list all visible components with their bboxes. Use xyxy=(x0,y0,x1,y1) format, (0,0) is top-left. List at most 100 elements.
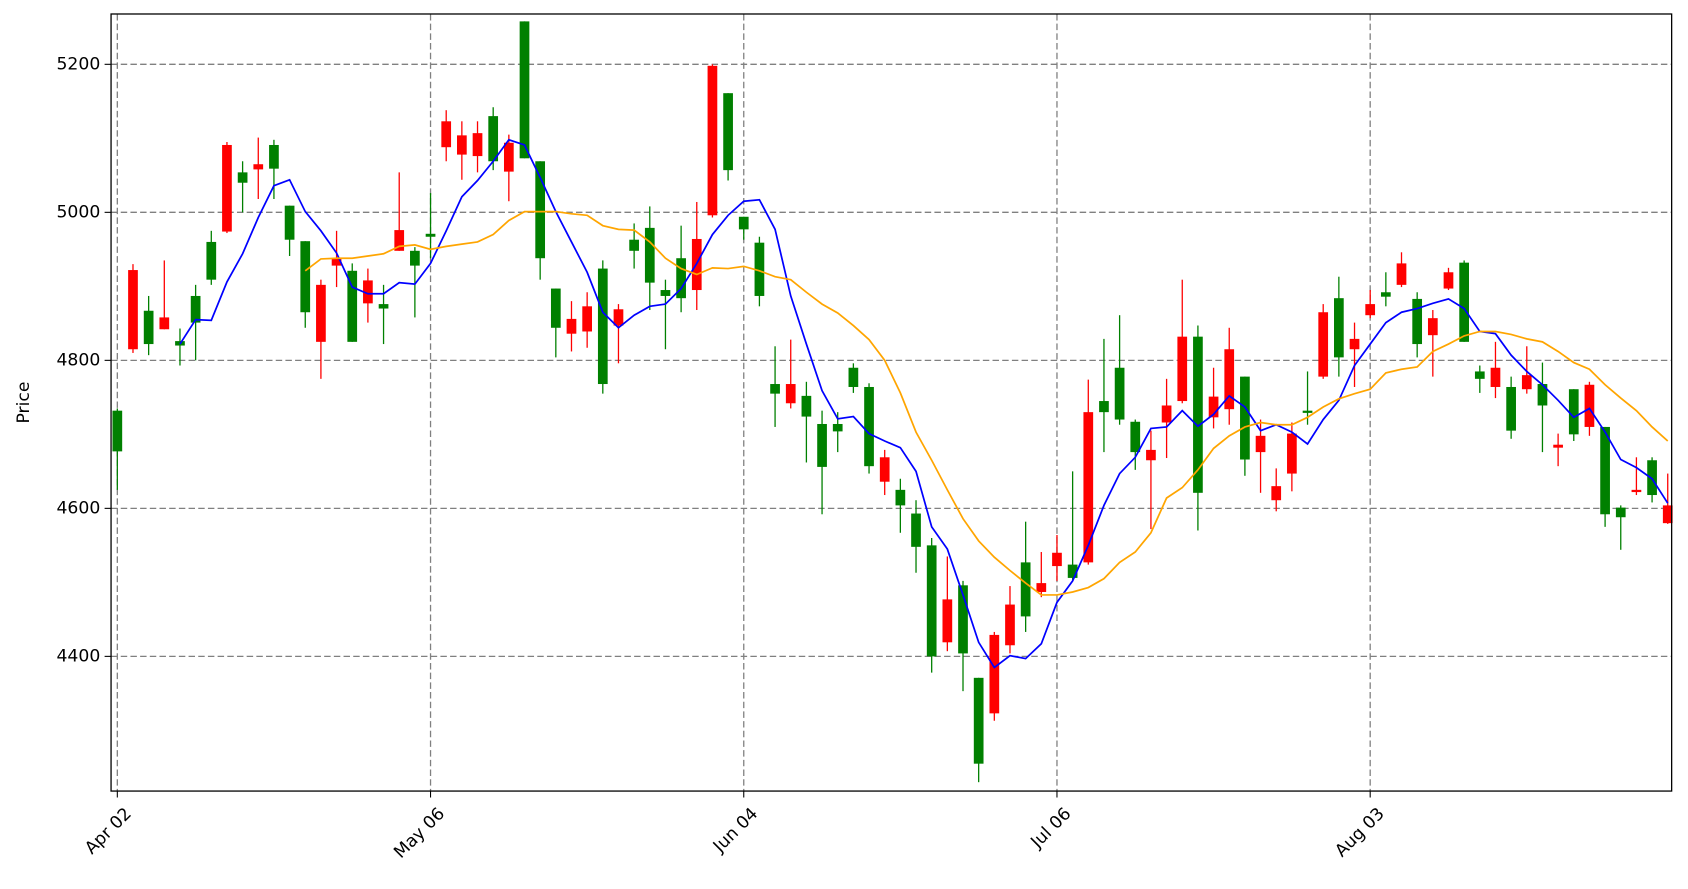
candle-body xyxy=(363,280,373,304)
candle-body xyxy=(1365,304,1376,316)
candle-body xyxy=(832,423,843,432)
y-tick-label: 5000 xyxy=(56,202,100,222)
candle-body xyxy=(1662,505,1673,524)
candle-body xyxy=(895,489,906,506)
candle-body xyxy=(1271,486,1282,501)
y-tick-label: 4800 xyxy=(56,350,100,370)
candle-body xyxy=(1412,298,1423,345)
candle-body xyxy=(237,172,248,183)
y-tick-label: 4600 xyxy=(56,498,100,518)
candle-body xyxy=(331,258,342,266)
candle-body xyxy=(1208,396,1219,418)
candle-body xyxy=(660,290,671,296)
candle-body xyxy=(879,457,890,482)
candle-body xyxy=(1521,375,1532,390)
candle-body xyxy=(284,205,295,240)
candle-body xyxy=(190,295,201,323)
candle-body xyxy=(754,242,765,296)
moving-average-line xyxy=(304,210,1669,596)
candle-body xyxy=(942,599,953,643)
candle-body xyxy=(206,241,217,280)
candle-body xyxy=(1255,435,1266,453)
candle-body xyxy=(1553,444,1563,448)
x-tick-label: May 06 xyxy=(390,804,449,863)
candle-body xyxy=(112,410,123,452)
candle-body xyxy=(973,677,984,764)
candle-body xyxy=(300,241,311,313)
candle-body xyxy=(1240,376,1250,460)
candle-body xyxy=(707,65,718,216)
candle-body xyxy=(613,309,624,326)
candle-body xyxy=(1474,371,1485,379)
candle-body xyxy=(989,634,1000,714)
candle-body xyxy=(597,268,608,385)
candle-body xyxy=(676,258,686,299)
candle-body xyxy=(1161,405,1172,423)
candle-body xyxy=(269,144,279,169)
candle-body xyxy=(1396,263,1407,285)
candle-body xyxy=(817,423,827,467)
candle-body xyxy=(472,133,483,157)
candle-body xyxy=(1193,336,1203,493)
candle-body xyxy=(1036,583,1047,592)
candle-body xyxy=(864,386,874,467)
moving-average-line xyxy=(179,138,1669,669)
candle-body xyxy=(629,239,639,251)
candle-body xyxy=(1615,507,1626,518)
candle-body xyxy=(785,384,796,404)
candle-body xyxy=(253,164,264,170)
candle-body xyxy=(550,288,561,328)
candle-body xyxy=(1506,386,1516,431)
x-tick-label: Aug 03 xyxy=(1331,804,1388,861)
candle-body xyxy=(1318,312,1329,377)
candle-body xyxy=(1631,489,1642,493)
candle-body xyxy=(1099,401,1109,413)
candle-body xyxy=(441,121,452,148)
candle-body xyxy=(1584,384,1595,427)
candle-body xyxy=(848,367,859,387)
candle-body xyxy=(958,585,968,654)
candle-body xyxy=(723,93,733,171)
candle-body xyxy=(1067,564,1078,578)
x-tick-label: Jun 04 xyxy=(709,804,762,857)
candle-body xyxy=(1287,433,1297,474)
y-tick-label: 5200 xyxy=(56,54,100,74)
candle-body xyxy=(535,161,546,259)
candle-body xyxy=(1334,298,1344,358)
candle-body xyxy=(1459,262,1470,342)
candle-body xyxy=(911,513,921,547)
candle-body xyxy=(457,135,467,155)
y-axis-label: Price xyxy=(14,382,34,424)
candle-body xyxy=(566,318,577,334)
candle-body xyxy=(644,227,655,283)
candle-body xyxy=(738,216,749,230)
candle-body xyxy=(488,116,499,162)
candle-body xyxy=(410,250,420,266)
candle-body xyxy=(1177,336,1188,402)
candle-body xyxy=(1647,460,1657,496)
x-tick-label: Apr 02 xyxy=(81,804,136,859)
candle-body xyxy=(1349,338,1360,350)
y-tick-label: 4400 xyxy=(56,646,100,666)
candle-body xyxy=(519,21,530,159)
candle-body xyxy=(316,284,326,342)
candle-body xyxy=(222,144,232,232)
candle-body xyxy=(1380,292,1391,297)
candle-body xyxy=(159,317,170,330)
candle-body xyxy=(143,310,154,345)
candle-body xyxy=(1114,367,1125,420)
candle-body xyxy=(128,270,138,350)
candle-body xyxy=(1568,389,1579,435)
candle-body xyxy=(503,142,514,172)
candle-body xyxy=(378,304,389,309)
candle-body xyxy=(1083,412,1094,563)
candle-body xyxy=(1600,426,1610,515)
candle-body xyxy=(1490,367,1501,387)
candle-body xyxy=(1537,384,1548,406)
candle-body xyxy=(1427,318,1438,336)
candle-body xyxy=(1224,349,1235,410)
candle-body xyxy=(347,270,358,342)
candle-body xyxy=(582,306,593,332)
